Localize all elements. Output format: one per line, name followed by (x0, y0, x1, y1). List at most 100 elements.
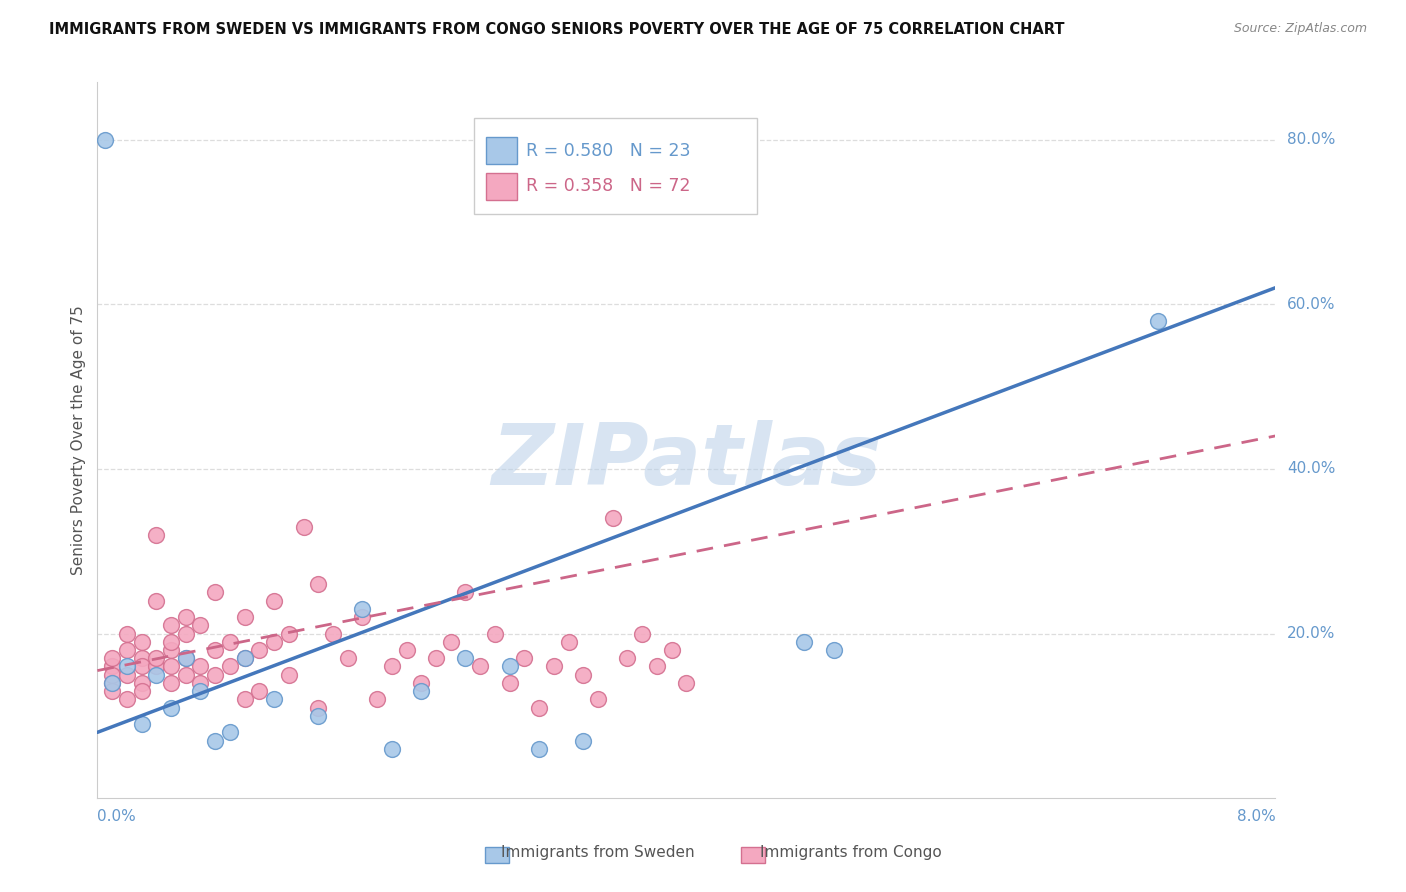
Point (823, 643, 845, 657)
Point (115, 626, 138, 640)
Point (233, 610, 256, 624)
Point (1146, 313, 1168, 327)
Point (513, 651, 536, 665)
Text: 40.0%: 40.0% (1286, 461, 1336, 476)
Point (233, 651, 256, 665)
Point (352, 602, 374, 616)
Point (645, 659, 668, 673)
Point (174, 651, 197, 665)
Point (631, 626, 654, 640)
Point (101, 676, 124, 690)
Text: Immigrants from Congo: Immigrants from Congo (759, 846, 942, 860)
Point (145, 651, 167, 665)
Text: 8.0%: 8.0% (1237, 809, 1275, 824)
Point (204, 643, 226, 657)
Point (527, 741, 550, 756)
Point (793, 634, 815, 648)
Point (263, 634, 285, 648)
Point (145, 593, 167, 607)
Point (307, 709, 329, 723)
Point (131, 717, 153, 731)
Point (160, 634, 183, 648)
Point (484, 626, 506, 640)
Point (115, 667, 138, 681)
Point (174, 651, 197, 665)
Text: Source: ZipAtlas.com: Source: ZipAtlas.com (1233, 22, 1367, 36)
Point (93, 132, 115, 146)
Bar (486, 173, 517, 200)
Point (204, 667, 226, 681)
Point (277, 667, 299, 681)
Point (115, 659, 138, 673)
Point (572, 667, 595, 681)
Point (174, 626, 197, 640)
Point (572, 733, 595, 747)
Point (527, 700, 550, 714)
Point (160, 700, 183, 714)
Point (322, 626, 344, 640)
Point (131, 676, 153, 690)
Point (218, 725, 240, 739)
Point (557, 634, 579, 648)
Point (586, 692, 609, 706)
Point (145, 527, 167, 541)
Text: 80.0%: 80.0% (1286, 132, 1336, 147)
Text: R = 0.580   N = 23: R = 0.580 N = 23 (526, 142, 690, 160)
Point (145, 667, 167, 681)
Point (145, 659, 167, 673)
Point (675, 676, 697, 690)
Point (381, 659, 404, 673)
Point (204, 733, 226, 747)
Point (190, 659, 212, 673)
Point (160, 643, 183, 657)
Point (263, 692, 285, 706)
Point (498, 676, 520, 690)
Point (352, 610, 374, 624)
Text: ZIPatlas: ZIPatlas (491, 420, 882, 503)
Point (661, 643, 683, 657)
Point (543, 659, 565, 673)
Point (498, 659, 520, 673)
Bar (486, 137, 517, 164)
Point (101, 676, 124, 690)
Point (247, 684, 270, 698)
Text: IMMIGRANTS FROM SWEDEN VS IMMIGRANTS FROM CONGO SENIORS POVERTY OVER THE AGE OF : IMMIGRANTS FROM SWEDEN VS IMMIGRANTS FRO… (49, 22, 1064, 37)
Point (277, 626, 299, 640)
Point (454, 585, 477, 599)
Point (101, 659, 124, 673)
Point (263, 593, 285, 607)
Point (174, 610, 197, 624)
Point (190, 684, 212, 698)
Point (602, 511, 624, 525)
Point (292, 519, 315, 533)
Text: R = 0.358   N = 72: R = 0.358 N = 72 (526, 178, 690, 195)
Point (218, 634, 240, 648)
Point (131, 634, 153, 648)
Text: 60.0%: 60.0% (1286, 297, 1336, 311)
Point (160, 659, 183, 673)
Point (218, 659, 240, 673)
Point (131, 659, 153, 673)
Point (131, 684, 153, 698)
Text: 0.0%: 0.0% (97, 809, 136, 824)
Point (115, 692, 138, 706)
Point (101, 667, 124, 681)
Point (470, 659, 492, 673)
Bar (474, 118, 756, 214)
Point (115, 643, 138, 657)
Point (131, 651, 153, 665)
Point (233, 692, 256, 706)
Point (381, 741, 404, 756)
Point (425, 651, 447, 665)
Point (336, 651, 359, 665)
Point (174, 667, 197, 681)
Point (101, 651, 124, 665)
Point (440, 634, 463, 648)
Point (307, 577, 329, 591)
Point (101, 684, 124, 698)
Point (454, 651, 477, 665)
Text: Immigrants from Sweden: Immigrants from Sweden (501, 846, 695, 860)
Point (411, 676, 433, 690)
Text: 20.0%: 20.0% (1286, 626, 1336, 641)
Point (247, 643, 270, 657)
